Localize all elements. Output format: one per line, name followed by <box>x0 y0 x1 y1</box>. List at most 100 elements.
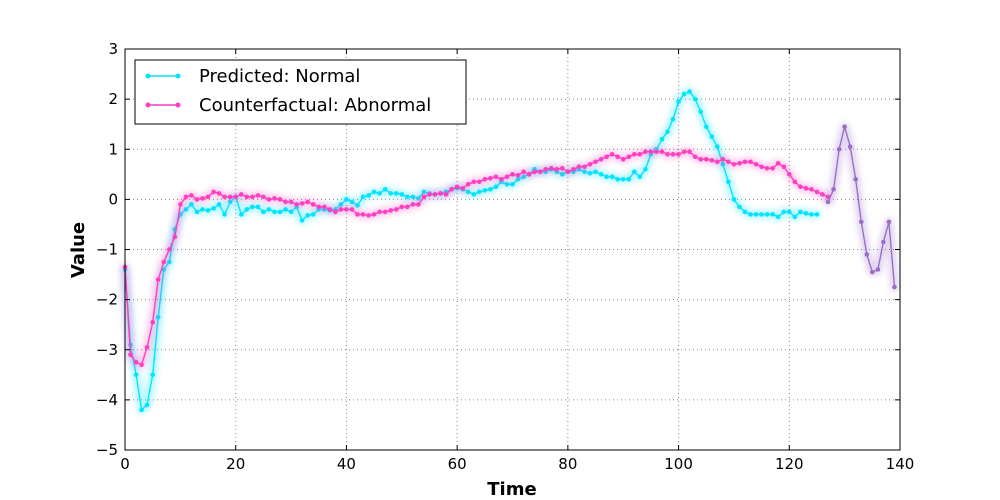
x-tick-label: 60 <box>448 455 467 473</box>
data-point <box>731 197 737 202</box>
data-point <box>244 194 250 200</box>
data-point <box>626 177 632 182</box>
data-point <box>770 212 775 217</box>
data-point <box>183 207 189 212</box>
data-point <box>510 182 515 187</box>
y-tick-label: −5 <box>96 441 118 459</box>
legend: Predicted: Normal Counterfactual: Abnorm… <box>134 59 467 125</box>
series-normal-line <box>124 90 817 411</box>
data-point <box>737 161 742 166</box>
data-point <box>704 157 709 162</box>
y-tick-label: −3 <box>96 341 118 359</box>
data-point <box>742 159 748 165</box>
data-point <box>565 169 571 175</box>
data-point <box>183 194 189 200</box>
data-point <box>831 187 836 192</box>
data-point <box>687 89 692 94</box>
data-point <box>504 182 510 187</box>
data-point <box>803 211 809 216</box>
x-tick-label: 140 <box>886 455 915 473</box>
legend-marker-abnormal <box>145 102 151 108</box>
data-point <box>488 187 493 192</box>
data-point <box>764 212 770 217</box>
data-point <box>587 162 593 167</box>
data-point <box>155 277 161 282</box>
data-point <box>211 206 216 211</box>
legend-marker-normal-end <box>175 73 181 79</box>
y-tick-label: −1 <box>96 241 118 259</box>
data-point <box>288 209 294 215</box>
data-point <box>825 199 831 205</box>
data-point <box>787 172 792 177</box>
data-point <box>792 179 798 185</box>
data-point <box>759 212 764 217</box>
data-point <box>521 169 526 175</box>
legend-marker-abnormal-end <box>175 102 181 108</box>
data-point <box>465 182 471 187</box>
data-point <box>277 197 283 202</box>
data-point <box>338 207 344 212</box>
data-point <box>322 204 327 210</box>
data-point <box>659 149 665 155</box>
data-point <box>416 202 421 207</box>
data-point <box>327 207 333 212</box>
data-point <box>454 184 460 190</box>
data-point <box>493 174 499 180</box>
data-point <box>626 154 632 160</box>
data-point <box>803 186 809 191</box>
data-point <box>421 194 427 200</box>
data-point <box>139 407 144 413</box>
legend-marker-normal <box>145 73 151 79</box>
data-point <box>189 193 194 198</box>
data-point <box>405 194 410 200</box>
data-point <box>255 204 261 210</box>
data-point <box>205 208 211 213</box>
data-point <box>239 192 244 197</box>
series-abnormal-glow <box>120 147 833 370</box>
data-point <box>632 152 637 157</box>
data-point <box>726 179 731 185</box>
data-point <box>432 192 438 197</box>
y-axis-label: Value <box>68 222 89 278</box>
data-point <box>222 194 227 200</box>
data-point <box>593 169 598 175</box>
data-point <box>726 159 731 165</box>
data-point <box>748 159 753 165</box>
data-point <box>250 204 255 210</box>
data-point <box>709 134 715 139</box>
data-point <box>305 199 311 205</box>
data-point <box>349 199 355 205</box>
data-point <box>798 184 803 190</box>
data-point <box>759 164 764 170</box>
data-point <box>150 372 155 378</box>
data-point <box>133 372 139 378</box>
y-tick-label: −4 <box>96 391 118 409</box>
data-point <box>670 152 676 157</box>
data-point <box>216 191 222 196</box>
data-point <box>233 194 238 200</box>
data-point <box>178 202 183 207</box>
data-point <box>310 202 316 207</box>
data-point <box>360 212 366 217</box>
data-point <box>549 166 554 171</box>
ticks: 0 20 40 60 80 100 120 140 −5 −4 −3 −2 −1 0 1 2 3 <box>96 40 914 473</box>
data-point <box>742 209 748 215</box>
data-point <box>272 196 277 201</box>
data-point <box>222 212 227 217</box>
data-point <box>692 154 698 160</box>
data-point <box>526 172 532 177</box>
data-point <box>144 344 150 350</box>
data-point <box>792 214 798 220</box>
data-point <box>582 164 587 170</box>
data-point <box>698 109 703 114</box>
data-point <box>377 209 382 215</box>
data-point <box>698 157 703 162</box>
data-point <box>255 193 261 198</box>
data-point <box>399 192 405 197</box>
data-point <box>809 212 814 217</box>
data-point <box>643 167 648 172</box>
data-point <box>659 136 665 142</box>
data-point <box>632 169 637 175</box>
legend-label-abnormal: Counterfactual: Abnormal <box>199 95 431 116</box>
data-point <box>344 207 349 212</box>
